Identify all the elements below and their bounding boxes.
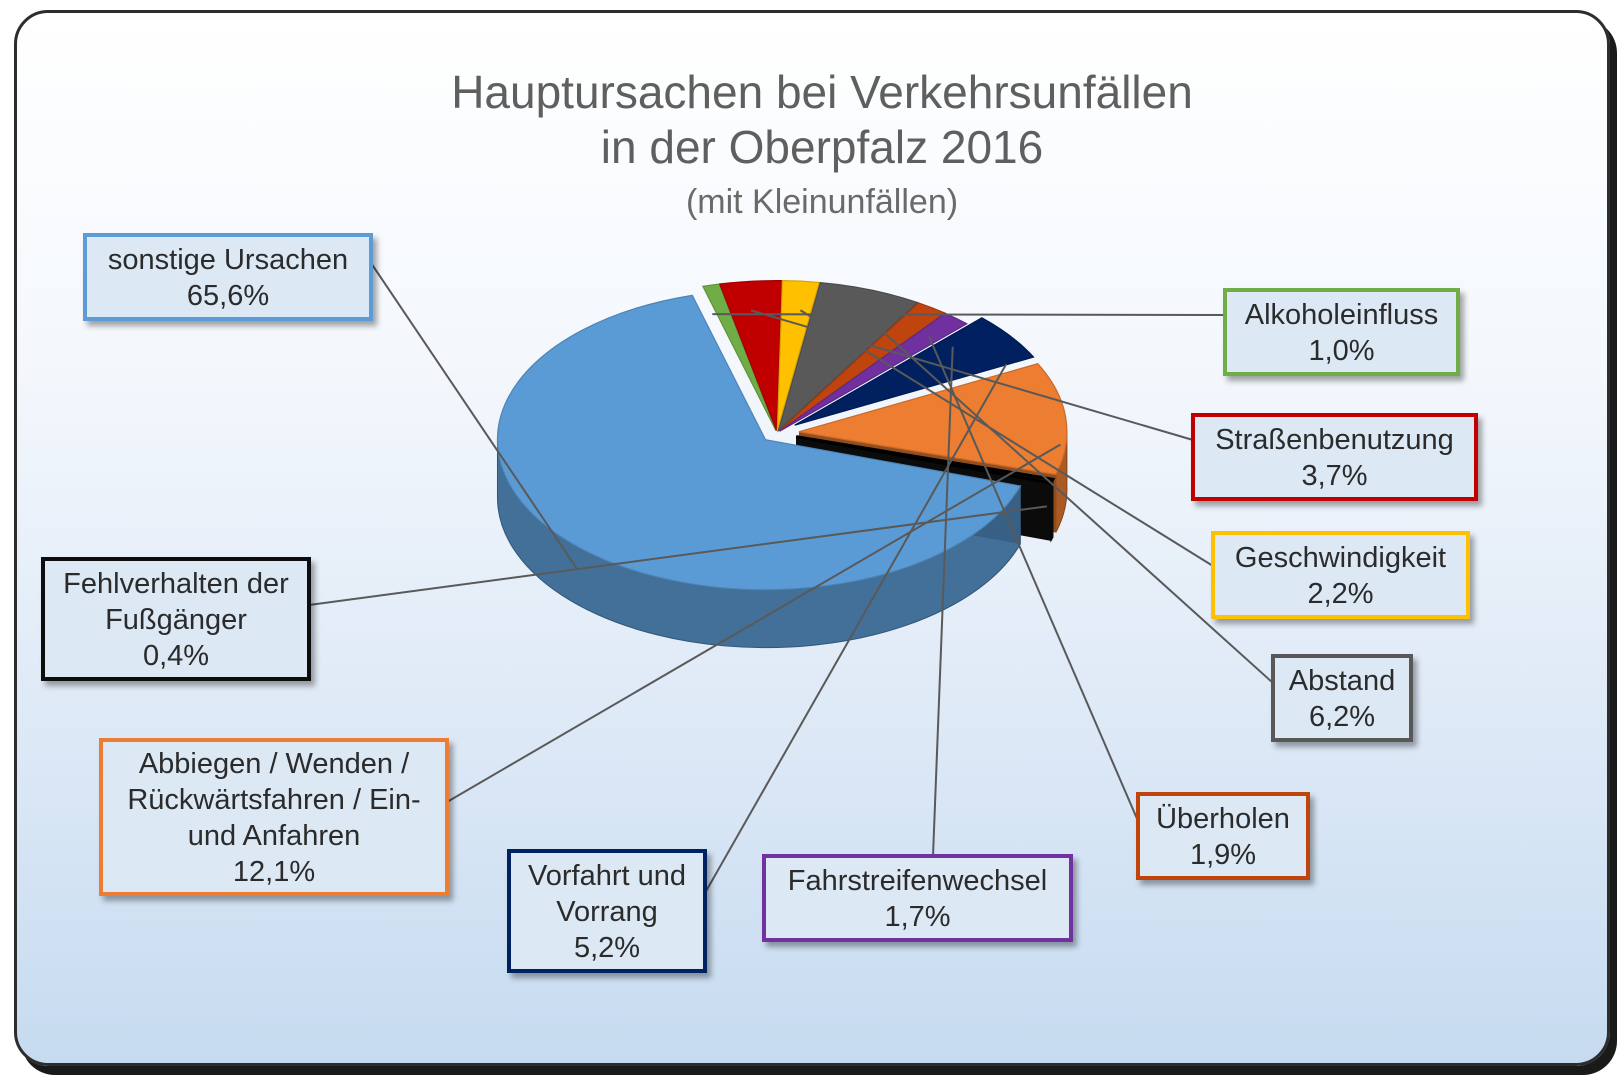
data-label-fussgaenger: Fehlverhalten der Fußgänger 0,4% [41,557,311,681]
leader-line-sonstige [368,259,578,569]
data-label-box-geschw [1211,531,1470,619]
leader-line-alkohol [712,313,1226,316]
data-label-geschw: Geschwindigkeit 2,2% [1211,531,1470,619]
data-labels: sonstige Ursachen 65,6% Alkoholeinfluss 1,0… [41,233,1478,973]
data-label-abbiegen: Abbiegen / Wenden / Rückwärtsfahren / Ein… [99,738,449,896]
chart-subtitle: (mit Kleinunfällen) [686,183,958,221]
data-label-box-alkohol [1223,288,1460,376]
chart-title: Hauptursachen bei Verkehrsunfällen in de… [451,66,1193,221]
leader-line-geschw [799,309,1214,567]
data-label-value-sonstige: 65,6% [187,280,269,312]
data-label-text-abbiegen: Rückwärtsfahren / Ein- [127,784,420,816]
data-label-text-vorfahrt: Vorrang [556,896,658,928]
data-label-box-sonstige [83,233,373,321]
leader-line-strasse [750,309,1194,441]
data-label-abstand: Abstand 6,2% [1271,654,1413,742]
slice-vorfahrt [794,317,1035,426]
leader-line-fussgaenger [308,505,1048,606]
leader-line-fahrstreifen [932,346,954,857]
data-label-text-alkohol: Alkoholeinfluss [1245,299,1438,331]
data-label-fahrstreifen: Fahrstreifenwechsel 1,7% [762,854,1073,942]
chart-title-line1: Hauptursachen bei Verkehrsunfällen [451,66,1193,118]
data-label-value-abbiegen: 12,1% [233,856,315,888]
data-label-box-vorfahrt [507,849,707,973]
pie-slices [496,280,1068,649]
leader-lines [308,259,1274,894]
data-label-text-strasse: Straßenbenutzung [1215,424,1454,456]
leader-line-abstand [868,318,1274,684]
leader-line-abbiegen [446,443,1061,803]
pie-chart: Hauptursachen bei Verkehrsunfällen in de… [41,66,1478,973]
data-label-text-geschw: Geschwindigkeit [1235,542,1446,574]
leader-line-ueberholen [928,335,1139,822]
data-label-box-fahrstreifen [762,854,1073,942]
data-label-value-geschw: 2,2% [1307,578,1373,610]
data-label-box-strasse [1191,413,1478,501]
slice-abbiegen [798,363,1068,476]
slice-fahrstreifen [779,312,968,432]
data-label-value-abstand: 6,2% [1309,701,1375,733]
data-label-text-sonstige: sonstige Ursachen [108,244,348,276]
data-label-text-fussgaenger: Fehlverhalten der [63,568,289,600]
data-label-box-fussgaenger [41,557,311,681]
leader-line-vorfahrt [704,363,1008,894]
data-label-value-vorfahrt: 5,2% [574,932,640,964]
data-label-value-ueberholen: 1,9% [1190,839,1256,871]
data-label-strasse: Straßenbenutzung 3,7% [1191,413,1478,501]
slice-strasse [718,280,783,431]
data-label-text-fahrstreifen: Fahrstreifenwechsel [788,865,1048,897]
data-label-text-vorfahrt: Vorfahrt und [528,860,686,892]
data-label-vorfahrt: Vorfahrt und Vorrang 5,2% [507,849,707,973]
slice-geschw [776,280,821,431]
slice-abstand[interactable] [777,281,919,433]
data-label-alkohol: Alkoholeinfluss 1,0% [1223,288,1460,376]
data-label-text-abbiegen: und Anfahren [188,820,361,852]
data-label-text-fussgaenger: Fußgänger [105,604,247,636]
data-label-value-fahrstreifen: 1,7% [884,901,950,933]
data-label-box-ueberholen [1136,792,1310,880]
data-label-text-abstand: Abstand [1289,665,1395,697]
data-label-value-fussgaenger: 0,4% [143,640,209,672]
data-label-ueberholen: Überholen 1,9% [1136,792,1310,880]
slice-sonstige [496,294,1022,591]
data-label-sonstige: sonstige Ursachen 65,6% [83,233,373,321]
data-label-value-strasse: 3,7% [1301,460,1367,492]
data-label-box-abbiegen [99,738,449,896]
data-label-text-abbiegen: Abbiegen / Wenden / [139,748,410,780]
data-label-value-alkohol: 1,0% [1308,335,1374,367]
chart-title-line2: in der Oberpfalz 2016 [601,121,1043,173]
data-label-box-abstand [1271,654,1413,742]
chart-frame: Hauptursachen bei Verkehrsunfällen in de… [14,10,1610,1066]
data-label-text-ueberholen: Überholen [1156,803,1290,835]
